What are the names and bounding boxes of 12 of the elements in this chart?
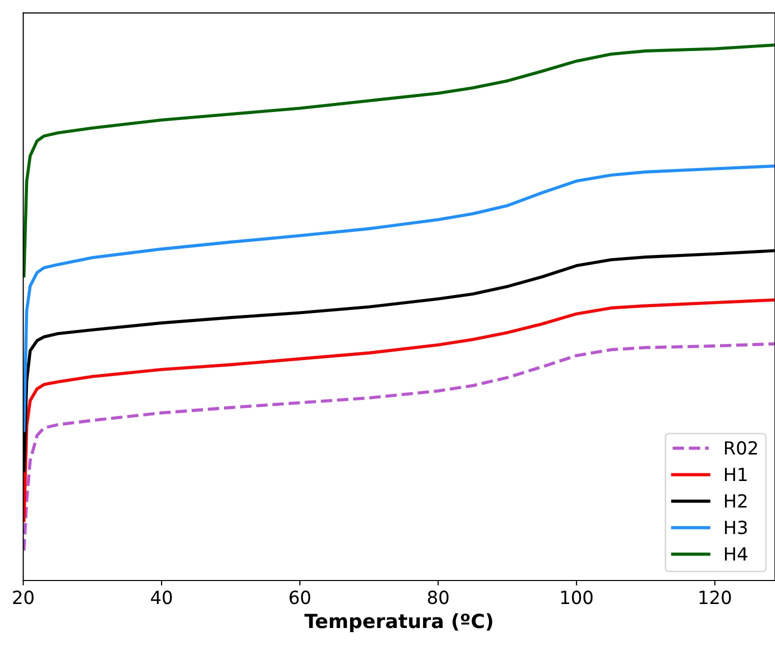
legend-label: H1 [725, 468, 747, 481]
legend-label: H2 [725, 494, 746, 508]
x-tick-label: 40 [150, 590, 172, 604]
legend-label: R02 [725, 441, 757, 455]
legend-label: H3 [725, 520, 747, 534]
x-tick-label: 60 [290, 590, 310, 604]
x-tick-label: 20 [13, 590, 34, 604]
x-tick-label: 100 [561, 590, 593, 604]
x-tick-label: 80 [428, 590, 448, 604]
legend-label: H4 [725, 547, 748, 560]
x-axis-title: Temperatura (ºC) [304, 613, 492, 632]
x-tick-label: 120 [700, 590, 731, 604]
